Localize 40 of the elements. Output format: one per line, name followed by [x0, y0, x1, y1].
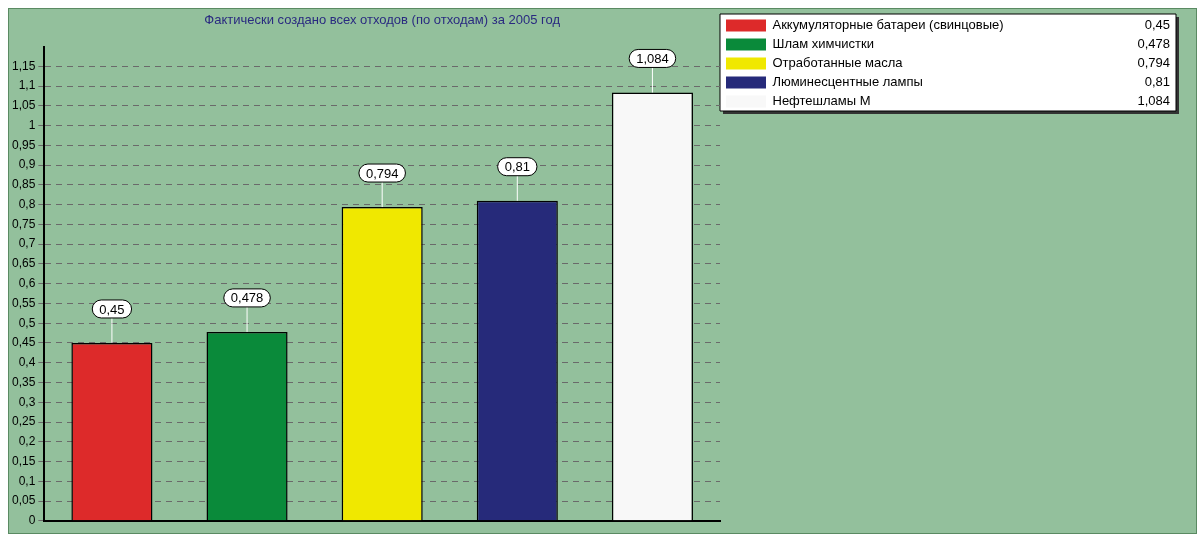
text: 0,794: [1137, 55, 1170, 71]
y-tick-label: 0,3: [18, 394, 36, 409]
y-tick-label: 0,25: [12, 414, 36, 429]
y-tick-label: 0,45: [12, 335, 36, 350]
y-tick-label: 1: [28, 117, 36, 132]
y-tick-label: 0,1: [18, 473, 36, 488]
y-tick-label: 0,6: [18, 276, 36, 291]
text: 1,084: [1137, 93, 1170, 109]
text: 0,81: [1144, 74, 1170, 90]
legend-label: Люминесцентные лампы: [772, 74, 923, 90]
y-tick-label: 0,7: [18, 236, 36, 251]
y-tick-label: 0,15: [12, 453, 36, 468]
text: 0,45: [1144, 17, 1170, 33]
y-tick-label: 0,9: [18, 157, 36, 172]
y-tick-label: 1,1: [18, 78, 36, 93]
y-tick-label: 0,35: [12, 374, 36, 389]
y-tick-label: 0,2: [18, 434, 36, 449]
text: 0,81: [504, 159, 530, 175]
y-tick-label: 0,55: [12, 295, 36, 310]
legend-label: Отработанные масла: [772, 55, 904, 71]
y-tick-label: 1,05: [12, 98, 36, 113]
y-tick-label: 0,8: [18, 196, 36, 211]
text: 0,478: [230, 290, 264, 306]
y-tick-label: 0,4: [18, 355, 36, 370]
y-tick-label: 0,75: [12, 216, 36, 231]
text: 0,794: [365, 165, 399, 181]
legend-label: Шлам химчистки: [772, 36, 874, 52]
y-tick-label: 0: [28, 513, 36, 528]
text: 0,478: [1137, 36, 1170, 52]
chart-title: Фактически создано всех отходов (по отходам) за 2005 год: [204, 12, 561, 28]
y-tick-label: 0,05: [12, 493, 36, 508]
y-tick-label: 0,95: [12, 137, 36, 152]
legend-label: Аккумуляторные батареи (свинцовые): [772, 17, 1004, 33]
y-tick-label: 0,5: [18, 315, 36, 330]
y-tick-label: 1,15: [12, 58, 36, 73]
y-tick-label: 0,65: [12, 256, 36, 271]
y-tick-label: 0,85: [12, 177, 36, 192]
text: 0,45: [99, 301, 125, 317]
legend-label: Нефтешламы М: [772, 93, 871, 109]
text: 1,084: [636, 51, 669, 67]
